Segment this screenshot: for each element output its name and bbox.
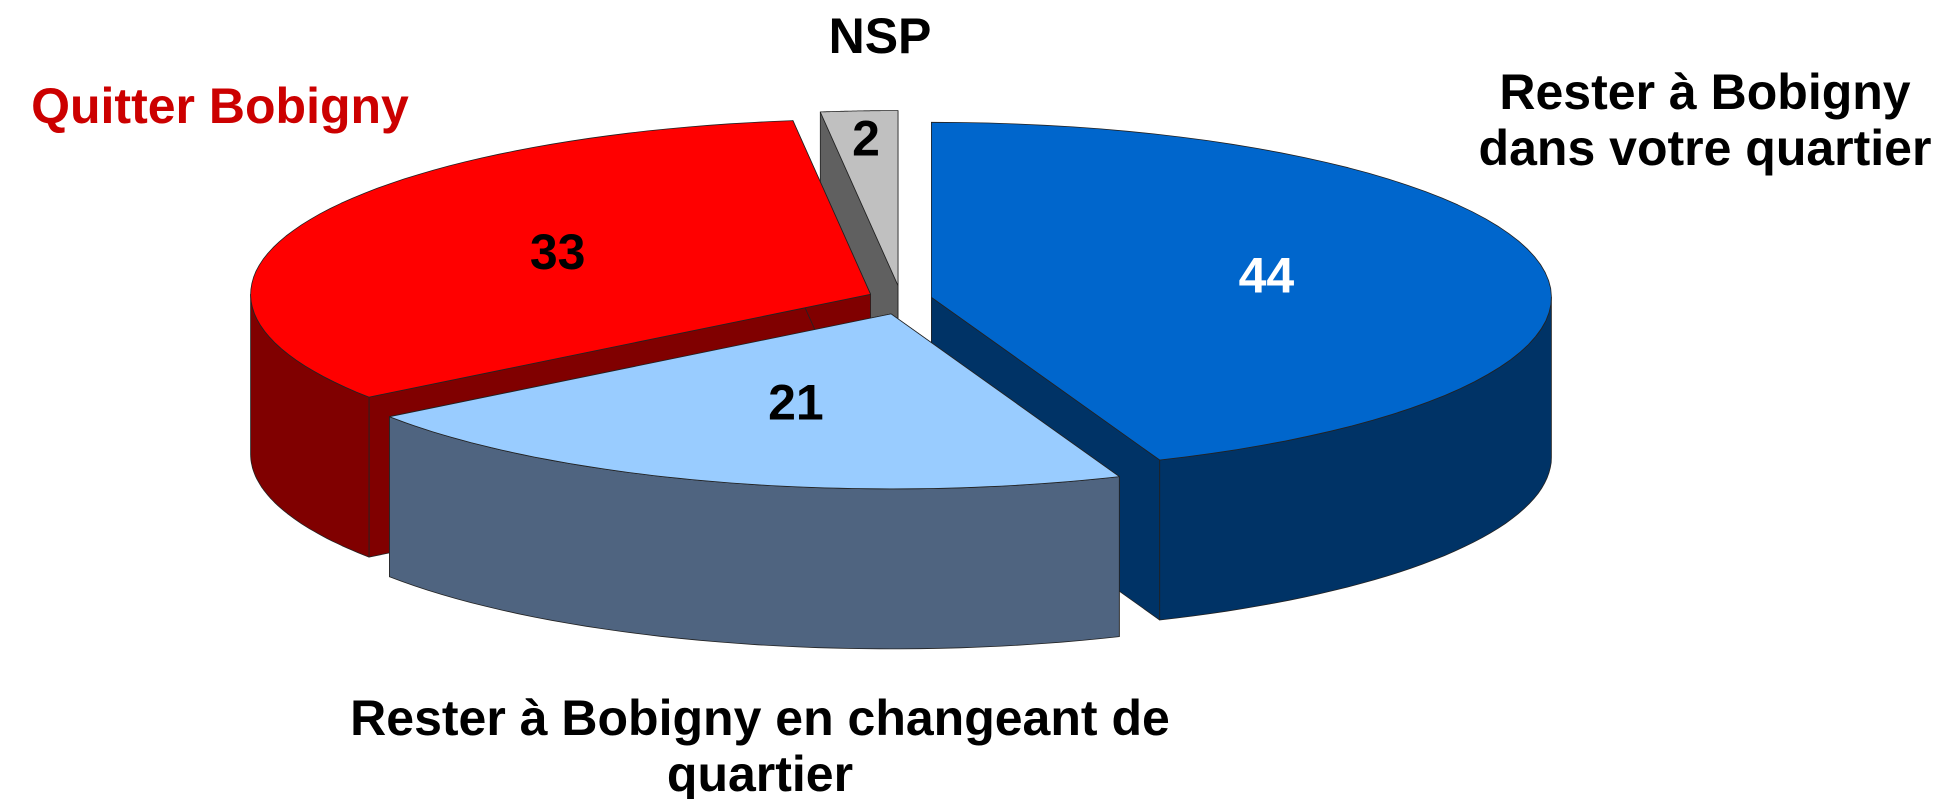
slice bbox=[389, 313, 1120, 490]
slice-label: Rester à Bobigny en changeant de quartie… bbox=[350, 690, 1170, 799]
value-label: 21 bbox=[768, 375, 824, 431]
slice bbox=[250, 120, 871, 398]
slice-label: NSP bbox=[828, 8, 932, 64]
value-label: 44 bbox=[1239, 247, 1295, 303]
slice bbox=[931, 121, 1552, 461]
slice-label: Quitter Bobigny bbox=[31, 78, 409, 134]
slice bbox=[819, 110, 899, 286]
slice-label: Rester à Bobigny dans votre quartier bbox=[1478, 64, 1932, 176]
value-label: 33 bbox=[530, 224, 586, 280]
value-label: 2 bbox=[852, 111, 880, 167]
